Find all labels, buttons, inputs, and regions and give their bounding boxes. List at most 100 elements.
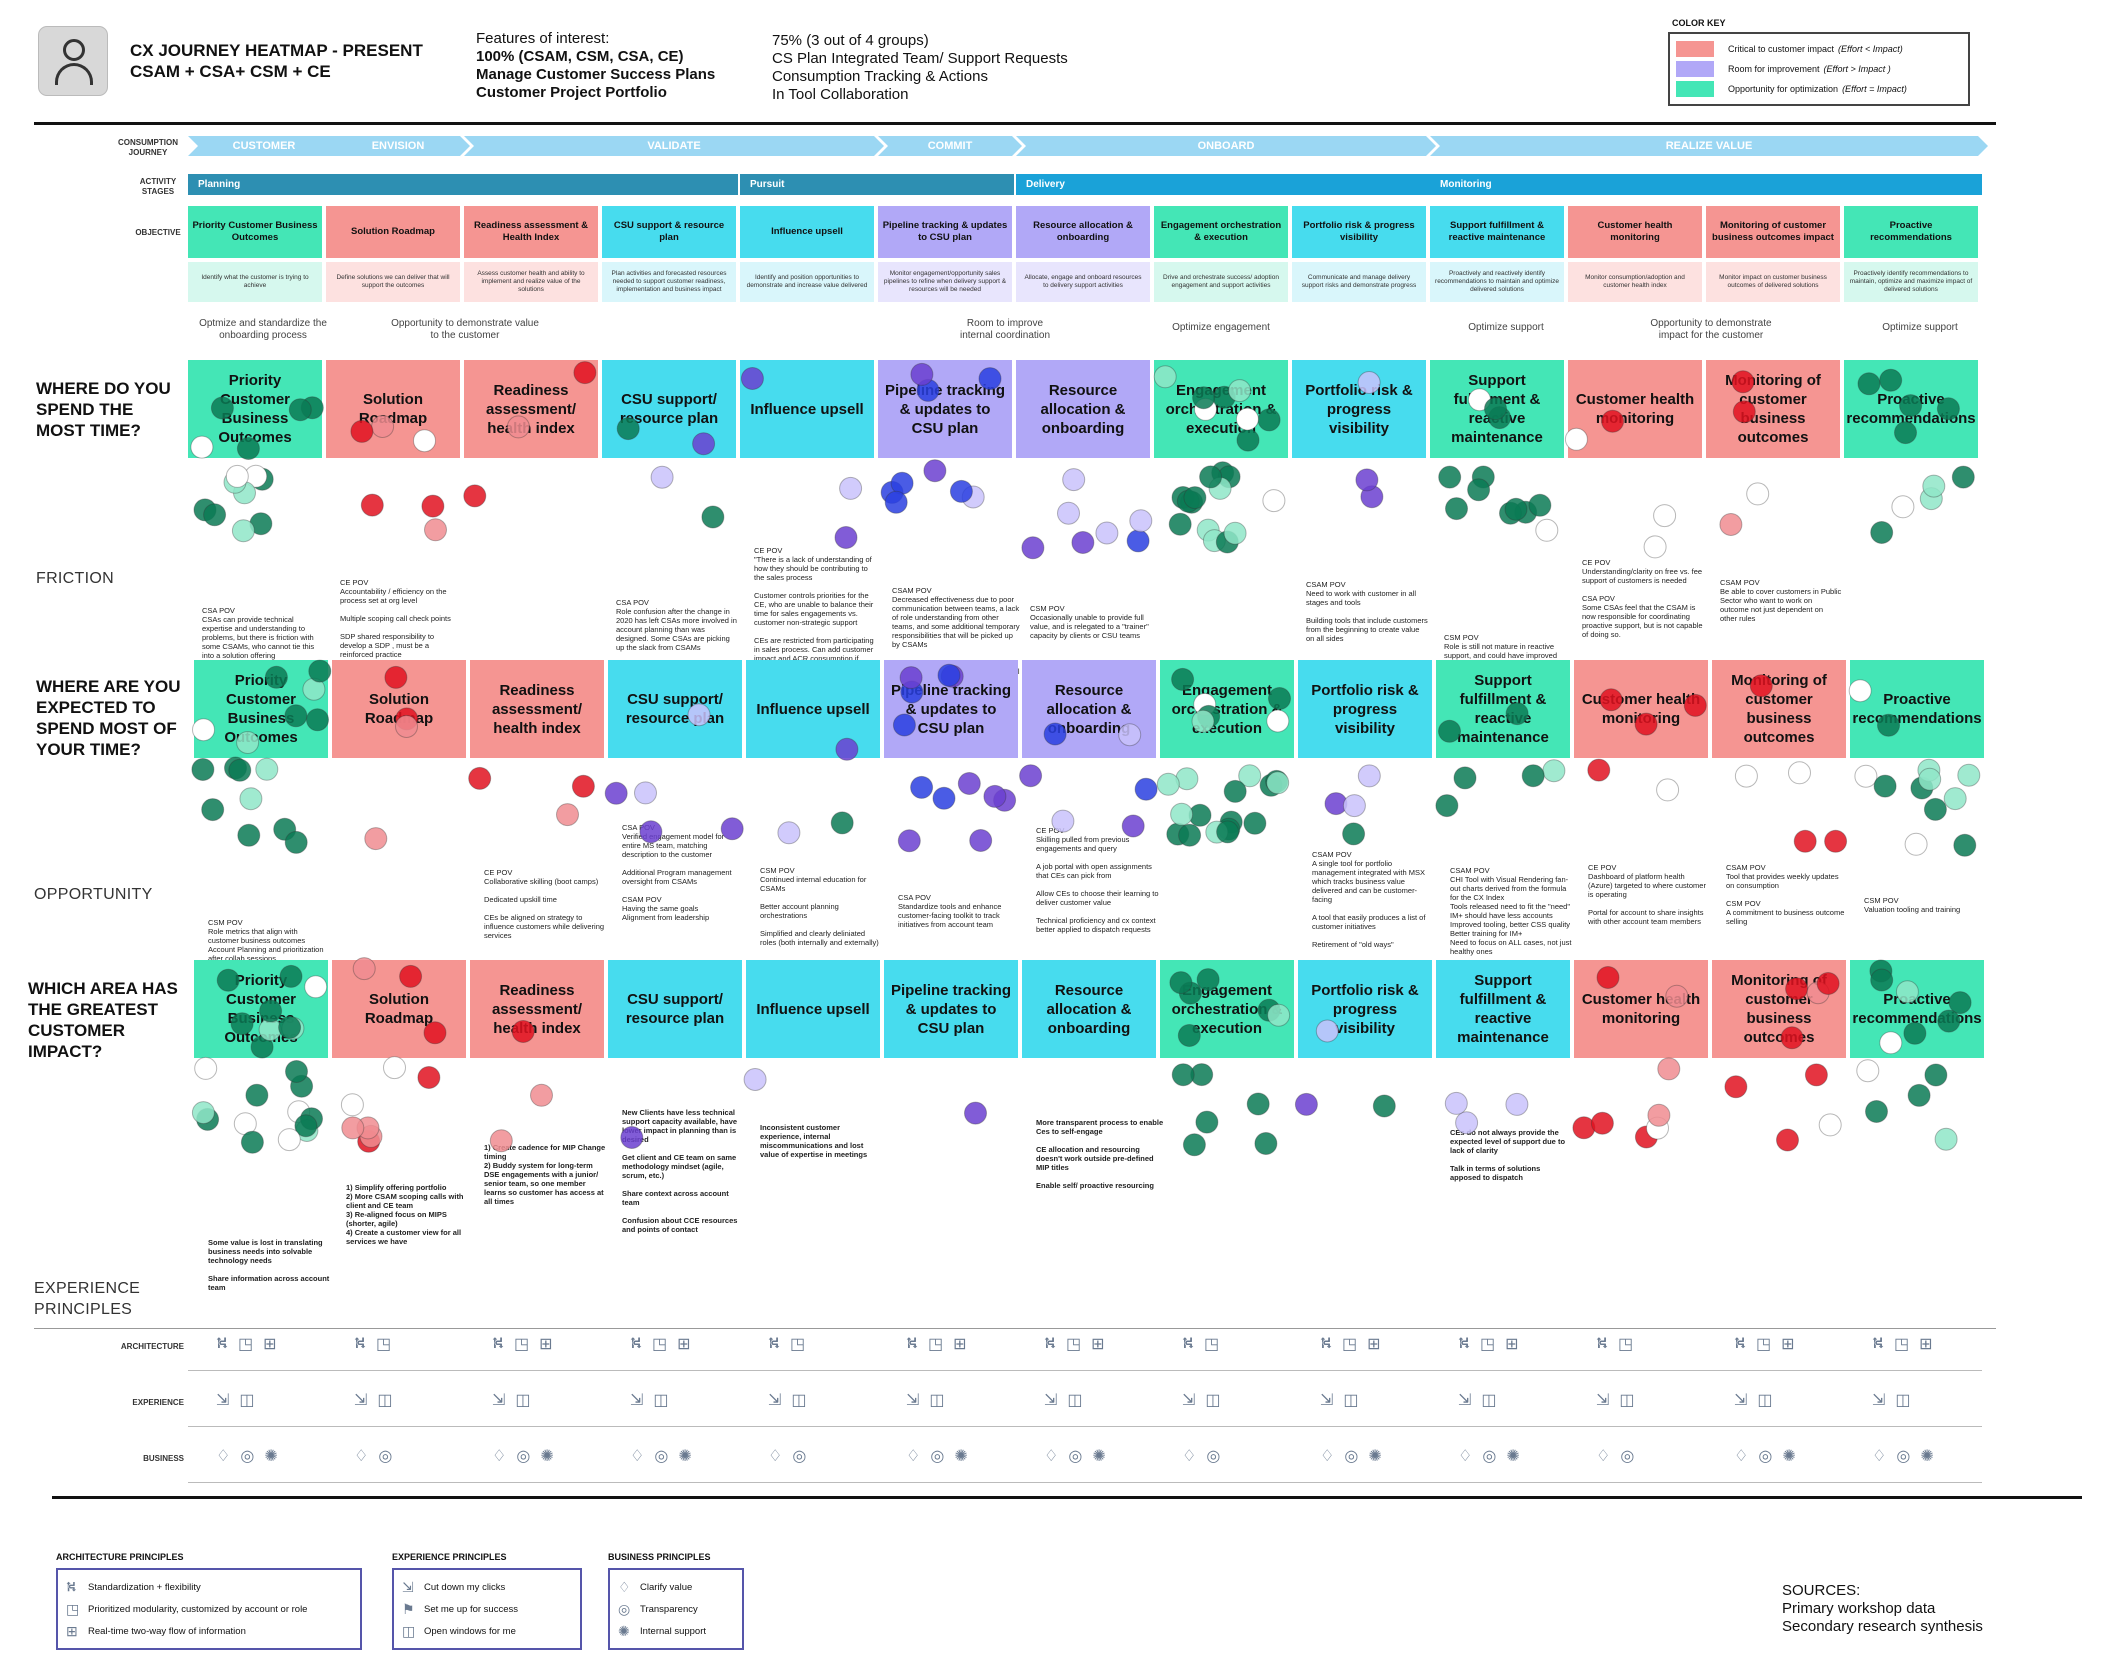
legend-row: ◎ Transparency (618, 1598, 734, 1620)
vote-dot (1445, 497, 1468, 521)
heatmap-card[interactable]: Portfolio risk & progress visibility (1298, 960, 1432, 1058)
vote-dot (1535, 518, 1559, 542)
value-icon: ♢ (906, 1448, 921, 1465)
vote-dot (910, 362, 934, 386)
legend-label: Transparency (640, 1603, 698, 1615)
color-key-box: Critical to customer impact (Effort < Imp… (1668, 32, 1970, 106)
heatmap-card[interactable]: Support fulfillment & reactive maintenan… (1436, 960, 1570, 1058)
principle-icons: ⇲ ◫ (768, 1390, 807, 1410)
opportunity-note: Optimize support (1882, 322, 1958, 333)
vote-dot (957, 772, 981, 795)
vote-dot (1785, 977, 1809, 1001)
support-icon: ✺ (264, 1448, 278, 1465)
vote-dot (489, 1129, 513, 1153)
vote-dot (1195, 1110, 1219, 1134)
vote-dot (720, 817, 744, 841)
principle-icons: ♢ ◎ ✺ (492, 1446, 554, 1466)
heatmap-card[interactable]: Influence upsell (746, 660, 880, 758)
flow-icon: ⊞ (539, 1336, 553, 1353)
vote-dot (1953, 833, 1977, 857)
modularity-icon: ◳ (1203, 1336, 1220, 1353)
vote-dot (949, 479, 973, 503)
heatmap-card[interactable]: Readiness assessment/ health index (470, 660, 604, 758)
color-key-note: (Effort > Impact ) (1823, 64, 1891, 74)
heatmap-card[interactable]: CSU support/ resource plan (608, 660, 742, 758)
legend-title: ARCHITECTURE PRINCIPLES (56, 1552, 184, 1562)
vote-dot (285, 1060, 308, 1083)
principle-icons: ⛕ ◳ ⊞ (216, 1334, 276, 1354)
vote-dot (1587, 758, 1611, 782)
value-icon: ♢ (492, 1448, 507, 1465)
principle-row-label: ARCHITECTURE (120, 1342, 184, 1351)
vote-dot (1051, 809, 1075, 833)
clicks-icon: ⇲ (402, 1578, 414, 1595)
heatmap-card[interactable]: CSU support/ resource plan (608, 960, 742, 1058)
heatmap-card[interactable]: Pipeline tracking & updates to CSU plan (884, 960, 1018, 1058)
heatmap-card[interactable]: Resource allocation & onboarding (1022, 660, 1156, 758)
clicks-icon: ⇲ (906, 1392, 920, 1409)
pov-note: 1) Simplify offering portfolio 2) More C… (346, 1183, 464, 1246)
vote-dot (932, 786, 956, 810)
heatmap-card[interactable]: Priority Customer Business Outcomes (194, 660, 328, 758)
objective-description: Monitor consumption/adoption and custome… (1568, 262, 1702, 302)
objective-title: Portfolio risk & progress visibility (1292, 206, 1426, 258)
heatmap-card[interactable]: Customer health monitoring (1568, 360, 1702, 458)
vote-dot (1854, 764, 1878, 788)
clicks-icon: ⇲ (1458, 1392, 1472, 1409)
vote-dot (897, 829, 921, 853)
vote-dot (1315, 1019, 1339, 1043)
principle-row-label: EXPERIENCE (132, 1398, 184, 1407)
vote-dot (978, 367, 1002, 391)
pov-note: More transparent process to enable Ces t… (1036, 1118, 1164, 1190)
heatmap-card[interactable]: Monitoring of customer business outcomes (1706, 360, 1840, 458)
principle-icons: ♢ ◎ ✺ (1320, 1446, 1382, 1466)
principle-icons: ⛕ ◳ ⊞ (1872, 1334, 1932, 1354)
legend-box: ⛕ Standardization + flexibility ◳ Prioritiz… (56, 1568, 362, 1650)
vote-dot (1647, 1103, 1671, 1127)
vote-dot (230, 1012, 254, 1036)
vote-dot (421, 494, 445, 518)
experience-principles-label: EXPERIENCE PRINCIPLES (34, 1280, 141, 1318)
vote-dot (1793, 829, 1817, 853)
vote-dot (511, 1020, 535, 1043)
vote-dot (1057, 501, 1080, 525)
windows-icon: ◫ (1895, 1392, 1911, 1409)
heatmap-card[interactable]: Support fulfillment & reactive maintenan… (1436, 660, 1570, 758)
heatmap-card[interactable]: Solution Roadmap (332, 960, 466, 1058)
vote-dot (1246, 1092, 1270, 1116)
vote-dot (239, 787, 263, 811)
vote-dot (1749, 674, 1773, 698)
vote-dot (1178, 823, 1202, 847)
vote-dot (1732, 400, 1756, 424)
principle-icons: ⇲ ◫ (1872, 1390, 1911, 1410)
pov-note: CSAM POV Tool that provides weekly updat… (1726, 863, 1845, 926)
vote-dot (937, 663, 961, 687)
heatmap-card[interactable]: Influence upsell (746, 960, 880, 1058)
vote-dot (1943, 787, 1967, 811)
vote-dot (777, 821, 801, 845)
modularity-icon: ◳ (237, 1336, 254, 1353)
flow-icon: ⊞ (263, 1336, 277, 1353)
heatmap-card[interactable]: Resource allocation & onboarding (1016, 360, 1150, 458)
support-icon: ✺ (954, 1448, 968, 1465)
transparency-icon: ◎ (378, 1448, 393, 1465)
vote-dot (1182, 1133, 1206, 1157)
heatmap-card[interactable]: Resource allocation & onboarding (1022, 960, 1156, 1058)
journey-step-onboard: ONBOARD (1016, 136, 1436, 156)
clicks-icon: ⇲ (1182, 1392, 1196, 1409)
vote-dot (1043, 722, 1067, 746)
legend-title: EXPERIENCE PRINCIPLES (392, 1552, 507, 1562)
legend-row: ◳ Prioritized modularity, customized by a… (66, 1598, 352, 1620)
friction-label: FRICTION (36, 570, 114, 587)
vote-dot (1788, 761, 1811, 785)
heatmap-card[interactable]: Portfolio risk & progress visibility (1292, 360, 1426, 458)
heatmap-card[interactable]: Portfolio risk & progress visibility (1298, 660, 1432, 758)
features-label: Features of interest: (476, 30, 610, 47)
legend-label: Real-time two-way flow of information (88, 1625, 246, 1637)
principle-icons: ♢ ◎ ✺ (1458, 1446, 1520, 1466)
heatmap-card[interactable]: CSU support/ resource plan (602, 360, 736, 458)
vote-dot (1235, 407, 1259, 431)
opportunity-note: Optimize support (1468, 322, 1544, 333)
vote-dot (1528, 493, 1552, 517)
vote-dot (1171, 1063, 1195, 1087)
